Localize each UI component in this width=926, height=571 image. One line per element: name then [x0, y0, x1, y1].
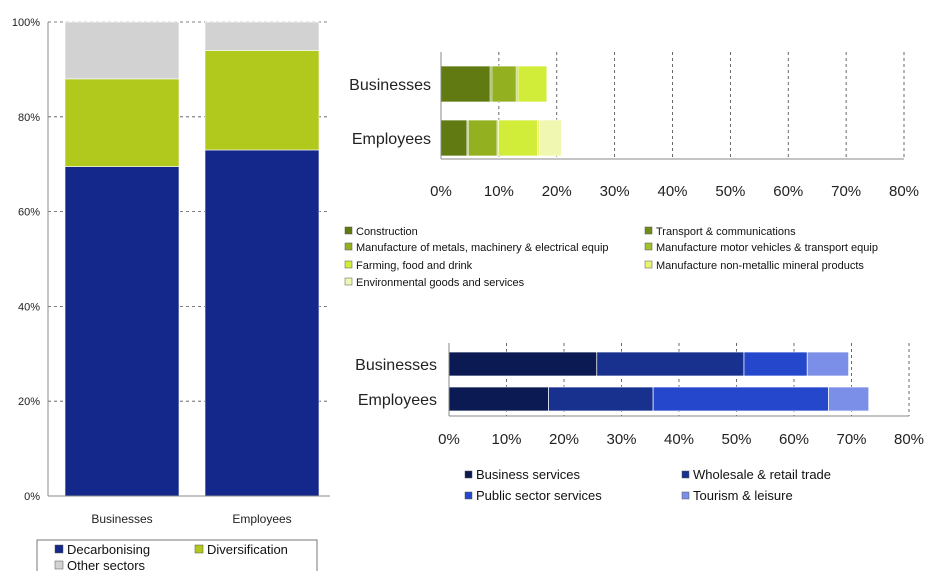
x-tick-label: Businesses: [91, 512, 152, 526]
x-tick-label: 30%: [600, 183, 630, 200]
bar-manufacture-of-metals-machinery-electrical-equip-businesses: [491, 65, 517, 103]
y-tick-label: 40%: [18, 301, 40, 313]
x-tick-label: 60%: [773, 183, 803, 200]
chart-1-axes: 0% 20% 40% 60% 80% 100% Businesses Employees: [12, 17, 330, 526]
x-tick-label: Employees: [232, 512, 291, 526]
legend-label-farming-food-and-drink: Farming, food and drink: [356, 260, 473, 272]
x-tick-label: 40%: [657, 183, 687, 200]
x-tick-label: 20%: [549, 431, 579, 448]
legend-swatch-farming-food-and-drink: [344, 260, 353, 269]
legend-label-manufacture-motor-vehicles-transport-equip: Manufacture motor vehicles & transport e…: [656, 242, 878, 254]
bar-farming-food-and-drink-employees: [497, 119, 539, 157]
bar-manufacture-of-metals-machinery-electrical-equip-employees: [467, 119, 498, 157]
legend-swatch-tourism-leisure: [681, 491, 690, 500]
legend-swatch-manufacture-non-metallic-mineral-products: [644, 260, 653, 269]
bar-farming-food-and-drink-businesses: [517, 65, 548, 103]
x-tick-label: 0%: [430, 183, 452, 200]
chart-3-horizontal-stacked: 0% 10% 20% 30% 40% 50% 60% 70% 80% Businesses Empl…: [355, 343, 924, 503]
y-tick-label: Businesses: [355, 357, 437, 374]
x-tick-label: 20%: [542, 183, 572, 200]
legend-label-transport-communications: Transport & communications: [656, 226, 796, 238]
y-tick-label: 0%: [24, 491, 40, 503]
legend-swatch-wholesale-retail-trade: [681, 470, 690, 479]
legend-swatch-business-services: [464, 470, 473, 479]
legend-swatch-diversification: [194, 544, 204, 554]
chart-2-horizontal-stacked: 0% 10% 20% 30% 40% 50% 60% 70% 80% Businesses Empl…: [344, 52, 919, 289]
legend-box: [36, 539, 318, 571]
x-tick-label: 80%: [894, 431, 924, 448]
chart-2-bars: [440, 65, 562, 157]
legend-label-manufacture-non-metallic-mineral-products: Manufacture non-metallic mineral product…: [656, 260, 864, 272]
legend-swatch-environmental-goods-and-services: [344, 277, 353, 286]
legend-label-business-services: Business services: [476, 467, 581, 482]
legend-swatch-manufacture-of-metals-machinery-electrical-equip: [344, 242, 353, 251]
legend-swatch-manufacture-motor-vehicles-transport-equip: [644, 242, 653, 251]
bar-wholesale-retail-trade-businesses: [596, 351, 745, 377]
bar-wholesale-retail-trade-employees: [548, 386, 654, 412]
bar-tourism-leisure-employees: [828, 386, 870, 412]
legend-swatch-decarbonising: [54, 544, 64, 554]
bar-construction-businesses: [440, 65, 491, 103]
bar-diversification-employees: [204, 50, 320, 151]
bar-other-sectors-businesses: [64, 21, 180, 80]
legend-label-environmental-goods-and-services: Environmental goods and services: [356, 277, 525, 289]
y-tick-label: Businesses: [349, 77, 431, 94]
bar-business-services-employees: [448, 386, 549, 412]
legend-swatch-construction: [344, 226, 353, 235]
chart-1-bars: [64, 21, 320, 497]
y-tick-label: 20%: [18, 396, 40, 408]
chart-3-axes: 0% 10% 20% 30% 40% 50% 60% 70% 80% Businesses Empl…: [355, 343, 924, 448]
y-tick-label: 100%: [12, 17, 40, 29]
legend-label-manufacture-of-metals-machinery-electrical-equip: Manufacture of metals, machinery & elect…: [356, 242, 609, 254]
x-tick-label: 70%: [831, 183, 861, 200]
legend-label-other-sectors: Other sectors: [67, 558, 146, 571]
legend-label-decarbonising: Decarbonising: [67, 542, 150, 557]
chart-1-vertical-stacked: 0% 20% 40% 60% 80% 100% Businesses Employees De…: [12, 17, 330, 571]
x-tick-label: 70%: [836, 431, 866, 448]
bar-public-sector-services-employees: [652, 386, 829, 412]
bar-public-sector-services-businesses: [743, 351, 808, 377]
bar-diversification-businesses: [64, 78, 180, 167]
legend-swatch-transport-communications: [644, 226, 653, 235]
chart-3-legend: Business services Wholesale & retail trad…: [464, 467, 831, 503]
legend-swatch-public-sector-services: [464, 491, 473, 500]
legend-label-wholesale-retail-trade: Wholesale & retail trade: [693, 467, 831, 482]
bar-other-sectors-employees: [204, 21, 320, 51]
bar-tourism-leisure-businesses: [806, 351, 849, 377]
bar-decarbonising-employees: [204, 149, 320, 497]
bar-environmental-goods-and-services-employees: [539, 119, 562, 157]
chart-3-bars: [448, 351, 870, 412]
x-tick-label: 30%: [606, 431, 636, 448]
x-tick-label: 40%: [664, 431, 694, 448]
bar-business-services-businesses: [448, 351, 598, 377]
y-tick-label: Employees: [358, 392, 437, 409]
x-tick-label: 60%: [779, 431, 809, 448]
legend-label-construction: Construction: [356, 226, 418, 238]
x-tick-label: 50%: [721, 431, 751, 448]
chart-1-legend: Decarbonising Diversification Other sector…: [36, 539, 318, 571]
x-tick-label: 10%: [484, 183, 514, 200]
x-tick-label: 50%: [715, 183, 745, 200]
y-tick-label: Employees: [352, 131, 431, 148]
x-tick-label: 0%: [438, 431, 460, 448]
legend-label-tourism-leisure: Tourism & leisure: [693, 488, 793, 503]
chart-2-axes: 0% 10% 20% 30% 40% 50% 60% 70% 80% Businesses Empl…: [349, 52, 919, 200]
legend-swatch-other-sectors: [54, 560, 64, 570]
chart-2-legend: Construction Transport & communications Ma…: [344, 226, 878, 289]
y-tick-label: 80%: [18, 112, 40, 124]
legend-label-public-sector-services: Public sector services: [476, 488, 602, 503]
y-tick-label: 60%: [18, 207, 40, 219]
x-tick-label: 80%: [889, 183, 919, 200]
bar-construction-employees: [440, 119, 468, 157]
bar-decarbonising-businesses: [64, 166, 180, 497]
x-tick-label: 10%: [491, 431, 521, 448]
legend-label-diversification: Diversification: [207, 542, 288, 557]
